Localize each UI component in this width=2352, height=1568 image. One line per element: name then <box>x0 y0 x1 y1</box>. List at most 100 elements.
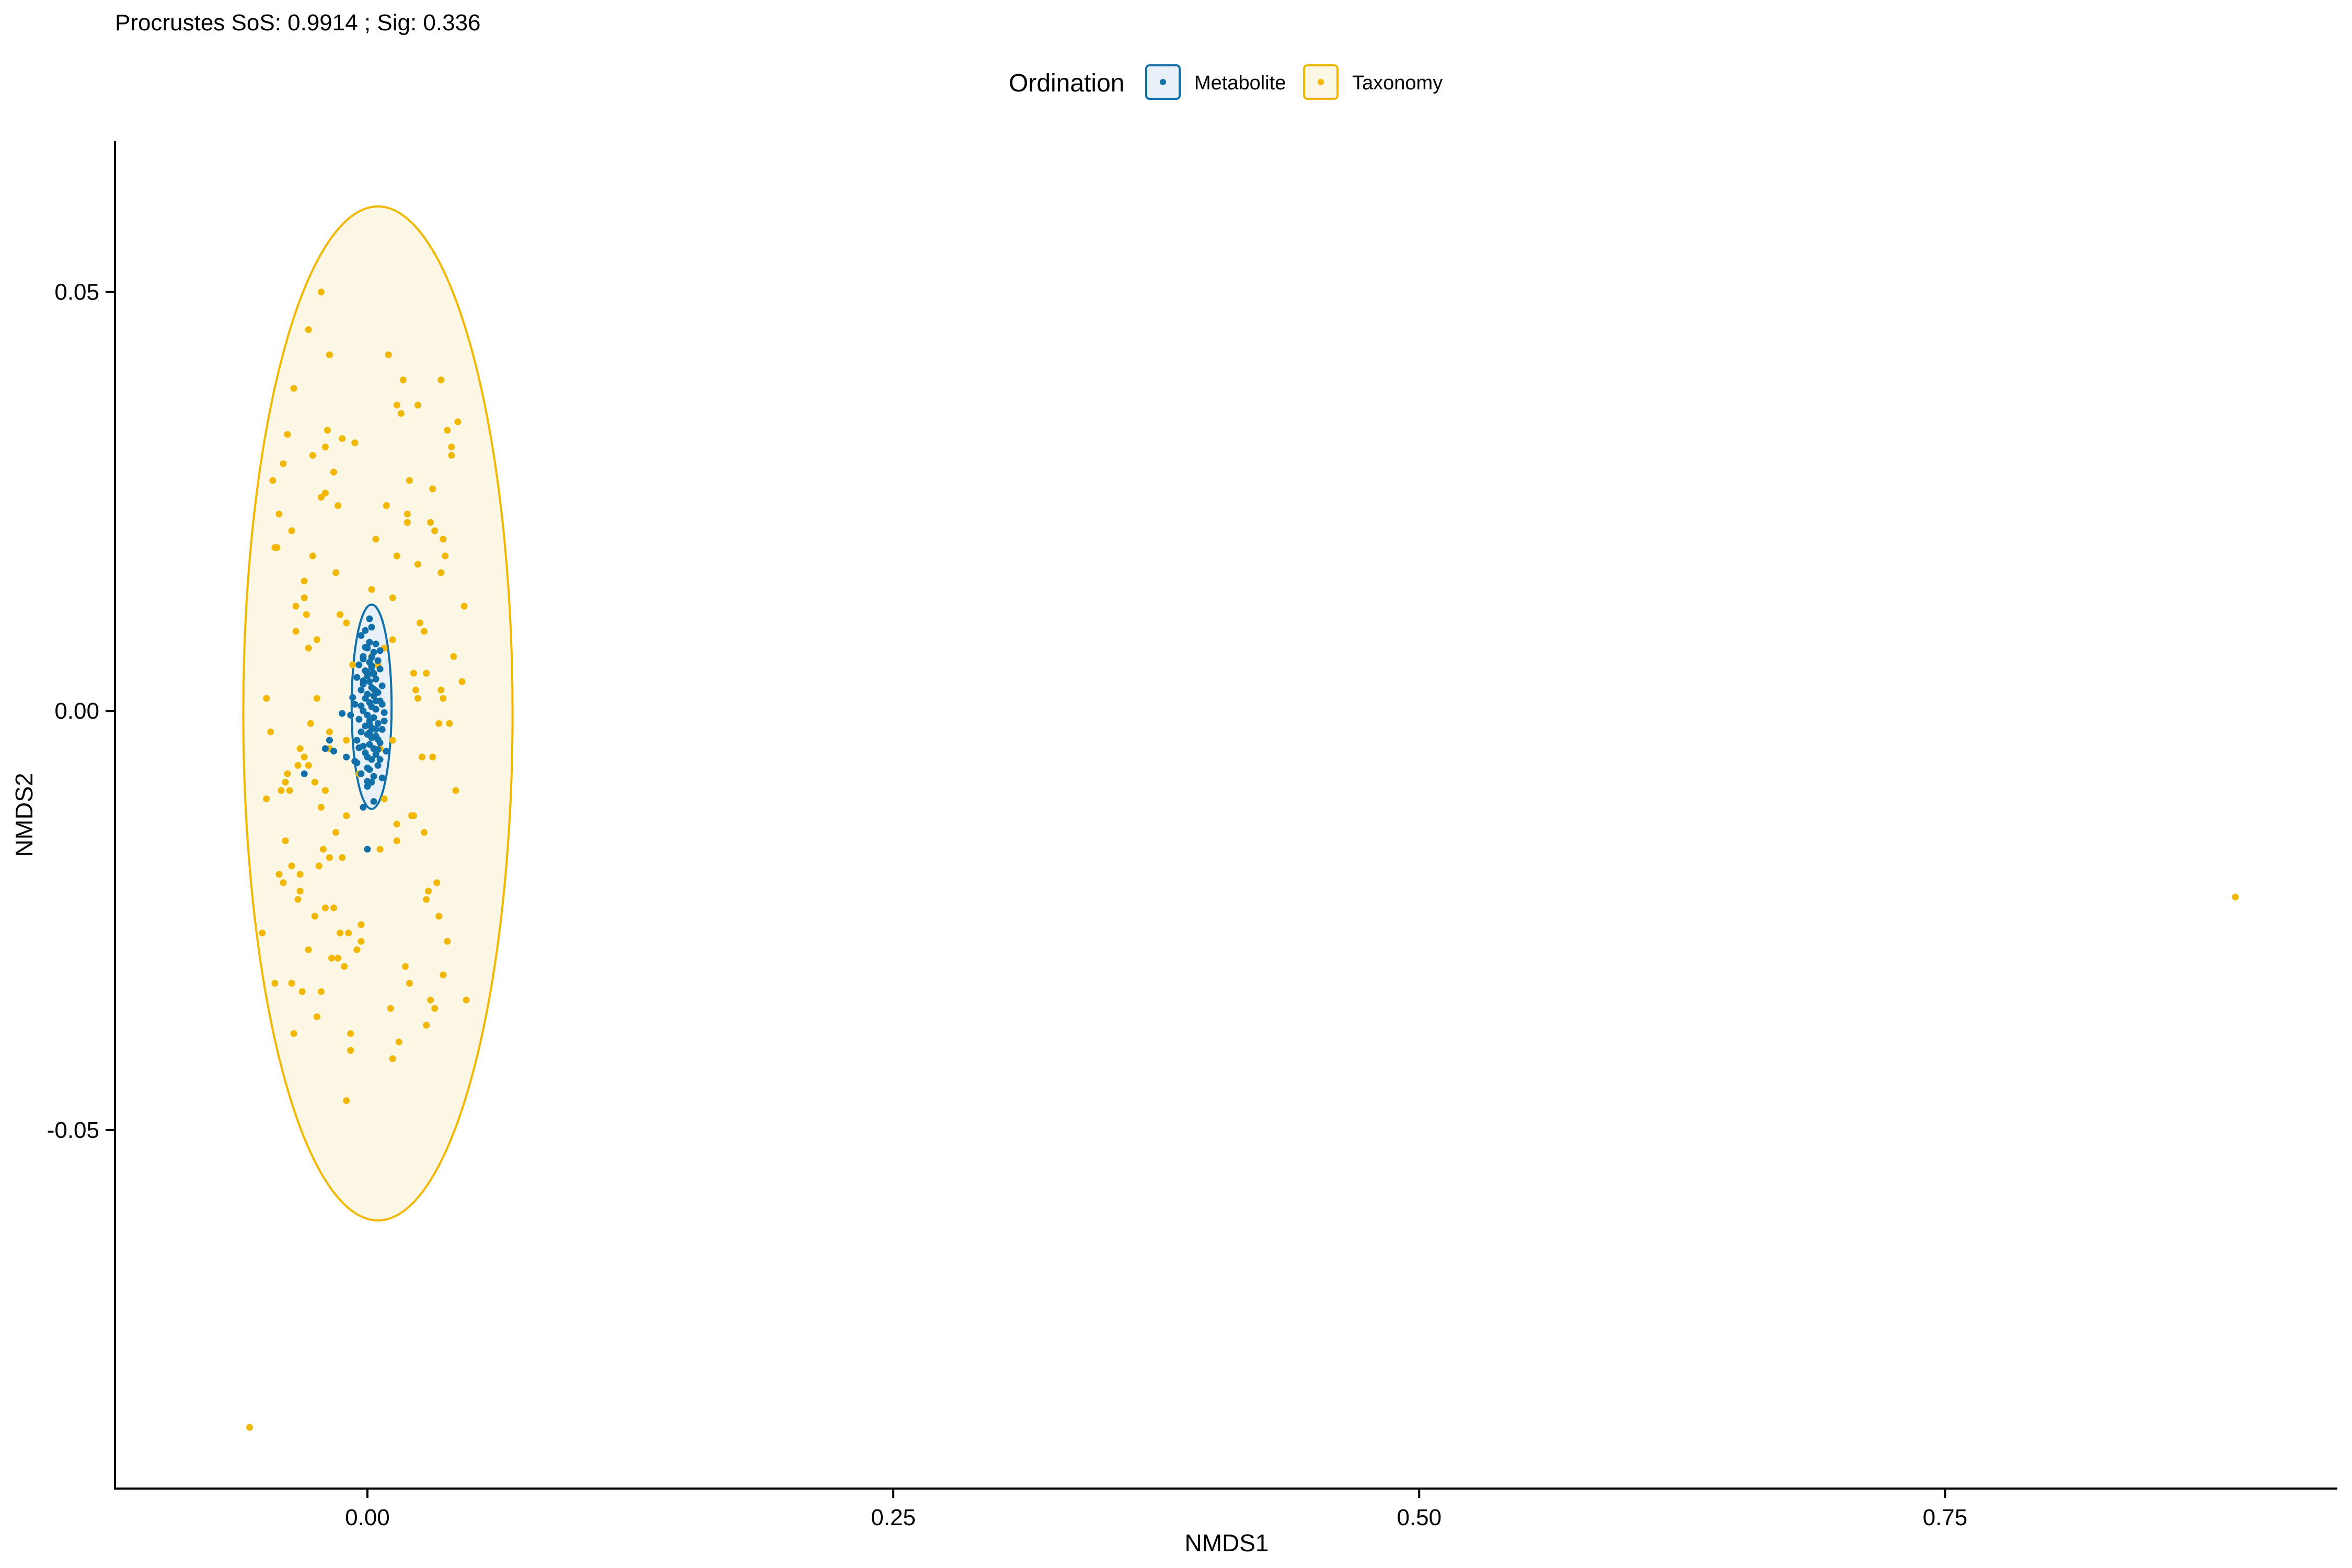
point-metabolite <box>368 662 375 670</box>
point-metabolite <box>355 744 363 752</box>
point-taxonomy <box>452 787 459 794</box>
point-taxonomy <box>368 586 375 593</box>
point-taxonomy <box>429 485 436 492</box>
confidence-ellipses <box>242 205 514 1221</box>
point-taxonomy <box>339 435 346 442</box>
point-metabolite <box>378 774 386 781</box>
point-metabolite <box>358 770 365 777</box>
point-taxonomy <box>343 1097 350 1104</box>
point-metabolite <box>355 716 363 723</box>
point-metabolite <box>366 721 373 728</box>
point-taxonomy <box>458 678 466 685</box>
point-taxonomy <box>332 829 340 836</box>
point-taxonomy <box>440 536 447 543</box>
series-metabolite <box>301 615 390 853</box>
point-taxonomy <box>435 913 443 920</box>
point-taxonomy <box>389 636 396 643</box>
x-tick-label: 0.25 <box>871 1505 916 1530</box>
point-taxonomy <box>427 996 434 1004</box>
point-metabolite <box>368 624 375 631</box>
point-metabolite <box>364 782 371 790</box>
point-taxonomy <box>321 787 329 794</box>
point-metabolite <box>376 665 384 673</box>
point-taxonomy <box>321 904 329 912</box>
point-metabolite <box>372 640 379 648</box>
point-metabolite <box>358 702 365 710</box>
point-taxonomy <box>317 289 325 296</box>
point-taxonomy <box>278 787 285 794</box>
point-taxonomy <box>319 846 327 853</box>
point-taxonomy <box>294 896 302 903</box>
point-taxonomy <box>305 946 312 953</box>
point-metabolite <box>383 747 390 755</box>
point-metabolite <box>362 643 369 651</box>
point-taxonomy <box>282 837 289 845</box>
point-taxonomy <box>259 929 266 937</box>
point-metabolite <box>362 627 369 634</box>
point-metabolite <box>372 706 379 713</box>
point-metabolite <box>381 709 388 716</box>
point-taxonomy <box>296 871 304 878</box>
point-taxonomy <box>303 611 310 618</box>
point-taxonomy <box>397 410 405 417</box>
point-taxonomy <box>305 644 312 652</box>
point-taxonomy <box>292 628 299 635</box>
point-taxonomy <box>288 862 295 870</box>
point-metabolite <box>353 759 361 767</box>
point-taxonomy <box>444 426 451 434</box>
y-axis-title: NMDS2 <box>10 773 38 857</box>
point-taxonomy <box>305 762 312 769</box>
point-taxonomy <box>335 502 342 509</box>
point-taxonomy <box>273 544 281 551</box>
point-metabolite <box>370 671 377 678</box>
point-taxonomy <box>454 418 462 425</box>
point-taxonomy <box>437 569 445 577</box>
point-taxonomy <box>425 887 432 895</box>
point-taxonomy <box>423 1021 430 1029</box>
series-taxonomy <box>246 289 2239 1431</box>
point-taxonomy <box>423 896 430 903</box>
point-taxonomy <box>403 510 411 517</box>
point-taxonomy <box>358 921 365 928</box>
point-taxonomy <box>387 1005 394 1012</box>
point-metabolite <box>372 697 379 705</box>
point-taxonomy <box>385 351 392 359</box>
point-taxonomy <box>267 728 274 735</box>
point-metabolite <box>321 745 329 752</box>
point-taxonomy <box>275 871 283 878</box>
point-taxonomy <box>246 1424 253 1431</box>
legend-title: Ordination <box>1009 70 1124 97</box>
point-metabolite <box>374 720 382 727</box>
point-metabolite <box>366 615 373 622</box>
point-taxonomy <box>317 804 325 811</box>
point-taxonomy <box>414 695 422 702</box>
x-ticks: 0.00 0.25 0.50 0.75 <box>345 1489 1967 1530</box>
y-tick-label: 0.00 <box>54 698 99 724</box>
point-taxonomy <box>326 854 333 861</box>
point-taxonomy <box>317 493 325 501</box>
point-taxonomy <box>335 954 342 962</box>
point-taxonomy <box>399 376 407 384</box>
point-taxonomy <box>417 619 424 627</box>
point-taxonomy <box>288 979 295 987</box>
point-taxonomy <box>345 929 352 937</box>
point-taxonomy <box>288 527 295 535</box>
point-taxonomy <box>315 862 322 870</box>
point-taxonomy <box>296 887 304 895</box>
point-taxonomy <box>313 1013 320 1020</box>
point-metabolite <box>326 736 333 744</box>
point-taxonomy <box>339 854 346 861</box>
point-taxonomy <box>301 578 308 585</box>
point-taxonomy <box>389 1055 396 1063</box>
point-taxonomy <box>406 477 413 484</box>
point-taxonomy <box>427 518 434 526</box>
point-taxonomy <box>290 1030 297 1037</box>
point-metabolite <box>360 677 367 684</box>
point-taxonomy <box>423 670 430 677</box>
point-taxonomy <box>393 552 400 560</box>
point-taxonomy <box>313 636 320 643</box>
point-taxonomy <box>263 795 270 803</box>
point-metabolite <box>364 778 371 785</box>
point-taxonomy <box>412 686 420 694</box>
